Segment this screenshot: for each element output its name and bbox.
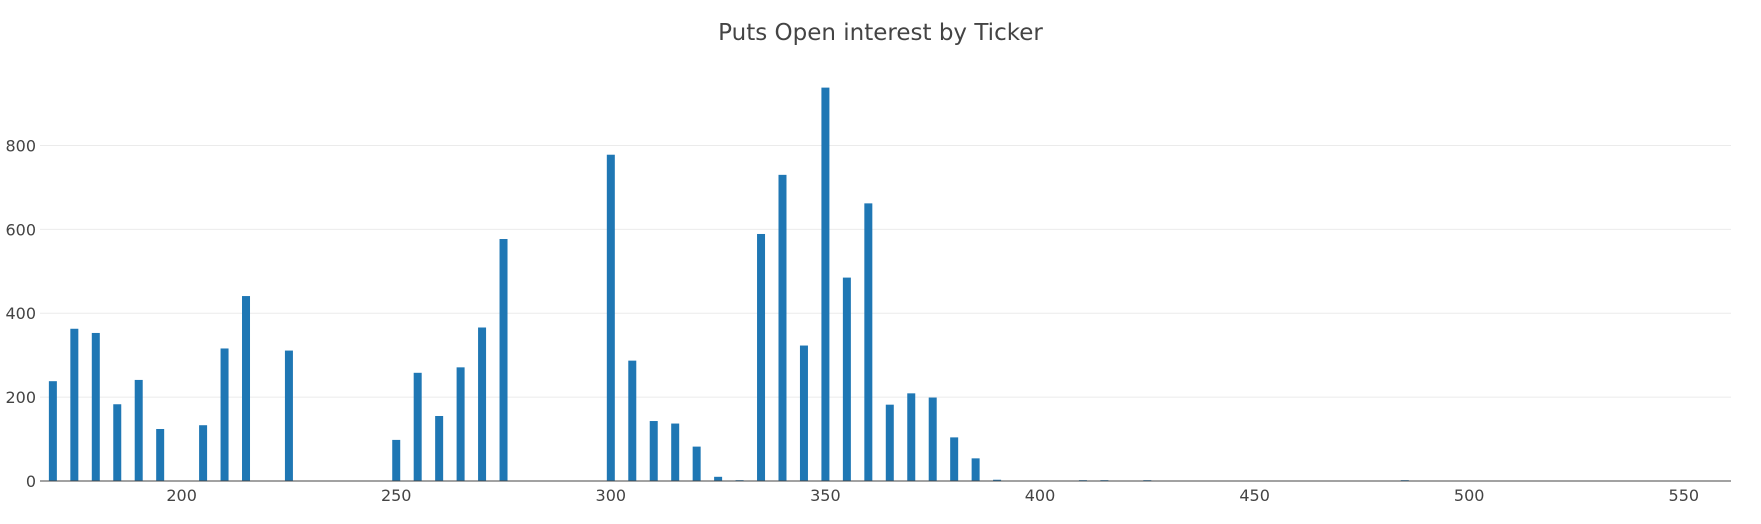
bars-layer (49, 88, 1409, 481)
x-tick-label: 350 (810, 486, 841, 505)
bar (500, 239, 508, 481)
bar (435, 416, 443, 481)
bar (800, 346, 808, 481)
bar (607, 155, 615, 481)
y-tick-label: 800 (5, 136, 36, 155)
bar (70, 329, 78, 481)
bar (242, 296, 250, 481)
bar (693, 447, 701, 481)
bar (199, 425, 207, 481)
x-tick-label: 450 (1239, 486, 1270, 505)
bar (457, 367, 465, 481)
bar (907, 393, 915, 481)
bar (49, 381, 57, 481)
bar (156, 429, 164, 481)
bar (714, 477, 722, 481)
bar (821, 88, 829, 481)
x-tick-label: 200 (166, 486, 197, 505)
x-tick-label: 550 (1669, 486, 1700, 505)
y-tick-label: 0 (26, 472, 36, 491)
x-tick-label: 400 (1025, 486, 1056, 505)
x-tick-label: 500 (1454, 486, 1485, 505)
x-tick-label: 300 (596, 486, 627, 505)
bar (285, 351, 293, 481)
bar (650, 421, 658, 481)
y-tick-label: 600 (5, 220, 36, 239)
bar (392, 440, 400, 481)
grid-layer (40, 145, 1731, 397)
y-tick-label: 200 (5, 388, 36, 407)
bar (135, 380, 143, 481)
bar (843, 278, 851, 481)
y-tick-label: 400 (5, 304, 36, 323)
bar (221, 348, 229, 481)
bar (671, 424, 679, 481)
bar (478, 328, 486, 481)
bar (972, 458, 980, 481)
bar (778, 175, 786, 481)
bar (113, 404, 121, 481)
bar (950, 437, 958, 481)
bar (92, 333, 100, 481)
bar (628, 361, 636, 481)
chart-title: Puts Open interest by Ticker (0, 20, 1761, 46)
bar (757, 234, 765, 481)
bar (864, 203, 872, 481)
x-tick-label: 250 (381, 486, 412, 505)
bar (414, 373, 422, 481)
bar (886, 405, 894, 481)
bar (929, 398, 937, 481)
